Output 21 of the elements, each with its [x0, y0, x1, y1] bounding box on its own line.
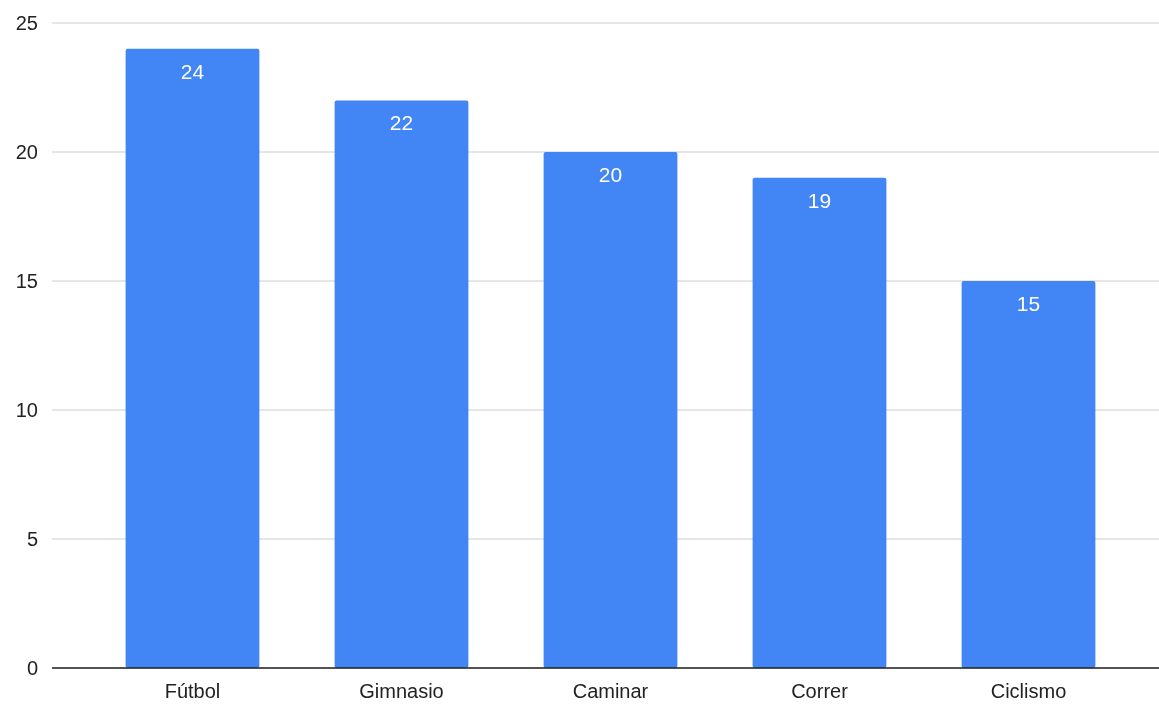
y-tick-label: 10: [15, 399, 38, 421]
x-tick-label: Ciclismo: [990, 680, 1067, 702]
y-tick-label: 25: [15, 12, 38, 34]
x-tick-label: Fútbol: [164, 680, 221, 702]
bar: [961, 281, 1096, 668]
data-label: 19: [807, 188, 832, 212]
y-tick-label: 15: [15, 270, 38, 292]
bar: [125, 48, 260, 668]
x-tick-label: Caminar: [572, 680, 649, 702]
bar: [334, 100, 469, 668]
bar: [752, 177, 887, 668]
data-label: 24: [180, 59, 205, 83]
data-label: 22: [389, 111, 414, 135]
y-tick-label: 20: [15, 141, 38, 163]
data-label: 15: [1016, 292, 1041, 315]
y-tick-label: 0: [26, 657, 38, 679]
y-tick-label: 5: [26, 528, 38, 550]
bar: [543, 152, 678, 668]
x-tick-label: Gimnasio: [359, 680, 444, 702]
data-label: 20: [598, 163, 623, 186]
x-tick-label: Correr: [791, 680, 849, 702]
